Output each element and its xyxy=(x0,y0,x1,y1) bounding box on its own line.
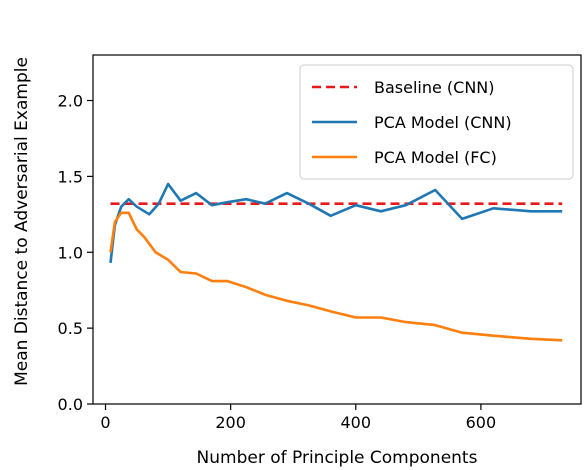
legend-label-1: Baseline (CNN) xyxy=(374,78,495,97)
x-tick-label: 0 xyxy=(100,413,110,432)
plot-lines xyxy=(109,182,563,342)
series-line-2 xyxy=(109,182,563,264)
legend-label-2: PCA Model (CNN) xyxy=(374,113,512,132)
x-tick-label: 400 xyxy=(340,413,371,432)
y-tick-label: 0.5 xyxy=(58,319,83,338)
legend: Baseline (CNN) PCA Model (CNN) PCA Model (… xyxy=(299,64,574,180)
x-tick-label: 200 xyxy=(215,413,246,432)
y-tick-label: 1.0 xyxy=(58,243,83,262)
x-axis-label: Number of Principle Components xyxy=(197,448,478,468)
x-tick-label: 600 xyxy=(466,413,497,432)
legend-box xyxy=(299,64,574,180)
y-tick-label: 2.0 xyxy=(58,92,83,111)
y-axis-label: Mean Distance to Adversarial Example xyxy=(12,57,32,386)
y-tick-label: 1.5 xyxy=(58,167,83,186)
series-line-3 xyxy=(109,211,563,342)
legend-label-3: PCA Model (FC) xyxy=(374,148,497,167)
plot-frame xyxy=(92,54,582,405)
y-tick-label: 0.0 xyxy=(58,395,83,414)
axis-ticks: 0 200 400 600 0.0 0.5 1.0 1.5 2.0 xyxy=(58,92,497,432)
axes-frame xyxy=(92,54,582,405)
